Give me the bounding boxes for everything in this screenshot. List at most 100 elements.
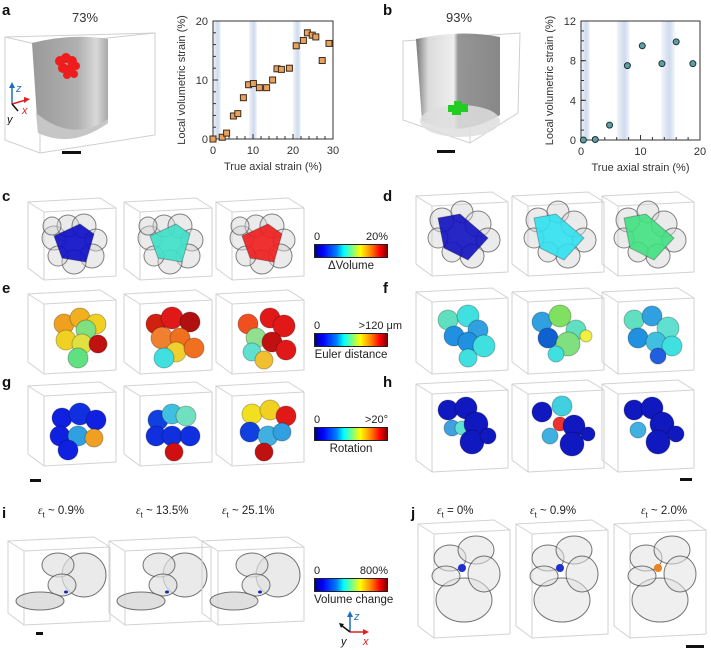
data-point xyxy=(223,129,231,137)
grain xyxy=(42,216,62,236)
grain xyxy=(661,335,683,357)
grain xyxy=(85,409,107,431)
grain xyxy=(116,591,166,611)
bounding-box xyxy=(201,536,305,626)
bounding-box xyxy=(215,381,305,467)
data-point xyxy=(255,84,263,92)
grain xyxy=(627,565,657,587)
grain xyxy=(431,565,461,587)
panel-label-d: d xyxy=(383,188,393,205)
colorbar-max: 800% xyxy=(359,565,388,577)
grain xyxy=(175,405,197,427)
scale-bar-a xyxy=(62,151,81,154)
highlighted-region xyxy=(149,223,191,263)
shaded-band xyxy=(249,21,257,139)
y-axis-label: Local volumetric strain (%) xyxy=(544,16,556,146)
scale-bar-b xyxy=(437,150,455,153)
grain xyxy=(579,329,593,343)
render-c-3 xyxy=(215,197,305,281)
grains xyxy=(116,552,208,611)
grain xyxy=(235,552,269,578)
x-tick-label: 10 xyxy=(634,146,646,158)
x-tick-label: 0 xyxy=(210,145,216,157)
grains xyxy=(437,304,496,368)
data-point xyxy=(591,136,599,144)
grain xyxy=(645,429,671,455)
colorbar-rotation: 0 >20° Rotation xyxy=(314,414,388,455)
porosity-label-b: 93% xyxy=(446,10,473,25)
render-i-2 xyxy=(108,536,212,626)
grain xyxy=(148,573,178,597)
render-e-2 xyxy=(123,289,213,375)
colorbar-dvolume: 0 20% ΔVolume xyxy=(314,231,388,272)
render-f-2 xyxy=(511,287,605,375)
data-point xyxy=(672,38,680,46)
highlighted-region xyxy=(623,213,675,261)
highlighted-region xyxy=(241,223,283,263)
grain xyxy=(272,314,296,338)
bounding-box xyxy=(601,379,695,473)
axes-triad-i: z x y xyxy=(339,611,369,648)
x-tick-label: 20 xyxy=(287,145,299,157)
grain xyxy=(254,442,274,462)
strain-label-j-3: εt ~ 2.0% xyxy=(641,505,687,519)
strain-subscript: t xyxy=(441,510,444,520)
highlighted-region xyxy=(533,213,585,261)
chart-a: 0 10 20 30 0 10 20 True axial strain (%) Local v… xyxy=(176,15,339,173)
plot-frame xyxy=(580,20,701,141)
data-point xyxy=(623,62,631,70)
render-c-2 xyxy=(123,197,213,281)
specimen-render-b xyxy=(402,32,521,144)
panel-label-h: h xyxy=(383,374,393,391)
render-d-3 xyxy=(601,191,695,277)
y-axis-label: Local volumetric strain (%) xyxy=(176,15,188,145)
panel-label-i: i xyxy=(2,505,7,522)
grains xyxy=(145,403,201,462)
bounding-box xyxy=(27,197,117,281)
grain xyxy=(551,395,573,417)
grains xyxy=(627,535,697,623)
grain xyxy=(165,590,169,594)
strain-symbol: ε xyxy=(530,505,535,517)
data-point xyxy=(318,57,326,65)
grains xyxy=(239,399,297,462)
y-tick-label: 0 xyxy=(202,134,208,146)
data-point xyxy=(209,135,217,143)
highlighted-region xyxy=(437,213,489,261)
colorbar-max: 20% xyxy=(365,231,388,243)
grains xyxy=(15,552,107,611)
x-tick-label: 10 xyxy=(247,145,259,157)
render-d-1 xyxy=(415,191,509,277)
strain-value: ~ 0.9% xyxy=(47,505,85,517)
grains xyxy=(49,402,107,461)
render-d-2 xyxy=(511,191,605,277)
bounding-box xyxy=(415,287,509,375)
y-tick-label: 8 xyxy=(570,56,576,68)
axes-triad-a: z x y xyxy=(6,82,30,125)
chart-b: 0 10 20 0 4 8 12 True axial strain (%) Local vol… xyxy=(544,16,706,174)
bounding-box xyxy=(123,289,213,375)
grain-cluster-red xyxy=(55,53,80,79)
highlighted-region xyxy=(53,223,95,263)
grain xyxy=(467,555,501,593)
strain-label-j-2: εt ~ 0.9% xyxy=(530,505,576,519)
shaded-band xyxy=(581,21,590,140)
axis-z-label: z xyxy=(353,611,360,623)
data-point xyxy=(277,65,285,73)
strain-value: ~ 0.9% xyxy=(539,505,577,517)
bounding-box xyxy=(108,536,212,626)
bounding-box xyxy=(27,381,117,467)
grains xyxy=(53,307,108,369)
grain xyxy=(84,428,104,448)
strain-label-i-3: εt ~ 25.1% xyxy=(222,505,275,519)
data-point xyxy=(249,80,257,88)
colorbar-gradient xyxy=(314,427,388,441)
bounding-box xyxy=(123,197,213,281)
bounding-box xyxy=(7,536,111,626)
grains xyxy=(431,535,501,623)
data-point xyxy=(234,110,242,118)
grains xyxy=(623,305,683,365)
bounding-box xyxy=(511,379,605,473)
grain xyxy=(142,552,176,578)
bounding-box xyxy=(415,379,509,473)
